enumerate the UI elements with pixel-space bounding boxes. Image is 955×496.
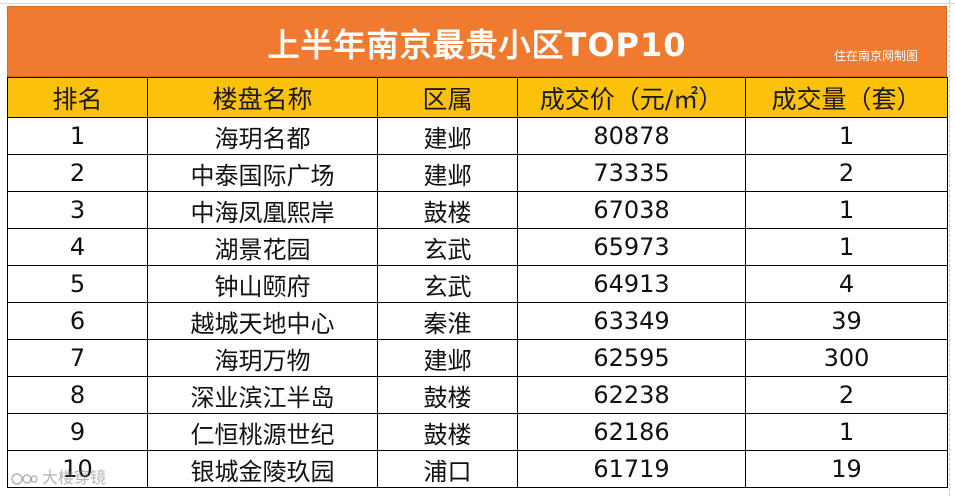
table-row: 3 中海凤凰熙岸 鼓楼 67038 1 — [7, 191, 948, 229]
cell-district: 秦淮 — [377, 302, 518, 340]
cell-district: 玄武 — [377, 228, 518, 266]
cell-project-name: 中海凤凰熙岸 — [147, 191, 378, 229]
table-row: 5 钟山颐府 玄武 64913 4 — [7, 265, 948, 303]
cell-price: 64913 — [517, 265, 746, 303]
table-row: 4 湖景花园 玄武 65973 1 — [7, 228, 948, 266]
cell-volume: 1 — [745, 228, 948, 266]
cell-project-name: 银城金陵玖园 — [147, 450, 378, 488]
cell-project-name: 越城天地中心 — [147, 302, 378, 340]
table-row: 6 越城天地中心 秦淮 63349 39 — [7, 302, 948, 340]
cell-rank: 3 — [7, 191, 148, 229]
cell-price: 80878 — [517, 117, 746, 155]
cell-price: 65973 — [517, 228, 746, 266]
cell-rank: 4 — [7, 228, 148, 266]
cell-district: 鼓楼 — [377, 191, 518, 229]
header-rank: 排名 — [7, 77, 148, 118]
table-title: 上半年南京最贵小区TOP10 — [267, 26, 687, 64]
cell-volume: 4 — [745, 265, 948, 303]
table-row: 10 银城金陵玖园 浦口 61719 19 — [7, 450, 948, 488]
cell-project-name: 海玥万物 — [147, 339, 378, 377]
cell-district: 建邺 — [377, 339, 518, 377]
cell-district: 玄武 — [377, 265, 518, 303]
cell-district: 浦口 — [377, 450, 518, 488]
table-row: 2 中泰国际广场 建邺 73335 2 — [7, 154, 948, 192]
cell-project-name: 钟山颐府 — [147, 265, 378, 303]
cell-rank: 1 — [7, 117, 148, 155]
cell-volume: 2 — [745, 376, 948, 414]
header-price: 成交价（元/㎡） — [517, 77, 746, 118]
cell-price: 73335 — [517, 154, 746, 192]
cell-volume: 1 — [745, 413, 948, 451]
source-note: 住在南京网制图 — [833, 49, 918, 63]
cell-rank: 10 — [7, 450, 148, 488]
header-volume: 成交量（套） — [745, 77, 948, 118]
table-row: 7 海玥万物 建邺 62595 300 — [7, 339, 948, 377]
ranking-table-block: 上半年南京最贵小区TOP10 住在南京网制图 排名 楼盘名称 区属 成交价（元/… — [7, 6, 948, 492]
cell-volume: 39 — [745, 302, 948, 340]
table-header-row: 排名 楼盘名称 区属 成交价（元/㎡） 成交量（套） — [7, 77, 948, 118]
cell-district: 建邺 — [377, 117, 518, 155]
cell-project-name: 深业滨江半岛 — [147, 376, 378, 414]
cell-volume: 1 — [745, 191, 948, 229]
cell-district: 建邺 — [377, 154, 518, 192]
cell-price: 62238 — [517, 376, 746, 414]
header-district: 区属 — [377, 77, 518, 118]
cell-rank: 8 — [7, 376, 148, 414]
cell-price: 67038 — [517, 191, 746, 229]
sheet-gridline-right — [949, 0, 950, 496]
cell-rank: 2 — [7, 154, 148, 192]
cell-price: 61719 — [517, 450, 746, 488]
cell-rank: 5 — [7, 265, 148, 303]
cell-project-name: 湖景花园 — [147, 228, 378, 266]
ranking-table: 排名 楼盘名称 区属 成交价（元/㎡） 成交量（套） 1 海玥名都 建邺 808… — [7, 77, 948, 488]
cell-rank: 6 — [7, 302, 148, 340]
cell-rank: 7 — [7, 339, 148, 377]
table-row: 8 深业滨江半岛 鼓楼 62238 2 — [7, 376, 948, 414]
sheet-gridline-top — [0, 3, 955, 4]
table-row: 1 海玥名都 建邺 80878 1 — [7, 117, 948, 155]
cell-district: 鼓楼 — [377, 413, 518, 451]
cell-rank: 9 — [7, 413, 148, 451]
cell-project-name: 中泰国际广场 — [147, 154, 378, 192]
cell-volume: 19 — [745, 450, 948, 488]
cell-project-name: 海玥名都 — [147, 117, 378, 155]
table-row: 9 仁恒桃源世纪 鼓楼 62186 1 — [7, 413, 948, 451]
header-project-name: 楼盘名称 — [147, 77, 378, 118]
cell-price: 63349 — [517, 302, 746, 340]
cell-volume: 1 — [745, 117, 948, 155]
cell-price: 62595 — [517, 339, 746, 377]
cell-project-name: 仁恒桃源世纪 — [147, 413, 378, 451]
cell-district: 鼓楼 — [377, 376, 518, 414]
cell-volume: 300 — [745, 339, 948, 377]
cell-price: 62186 — [517, 413, 746, 451]
cell-volume: 2 — [745, 154, 948, 192]
title-banner: 上半年南京最贵小区TOP10 住在南京网制图 — [7, 6, 947, 77]
